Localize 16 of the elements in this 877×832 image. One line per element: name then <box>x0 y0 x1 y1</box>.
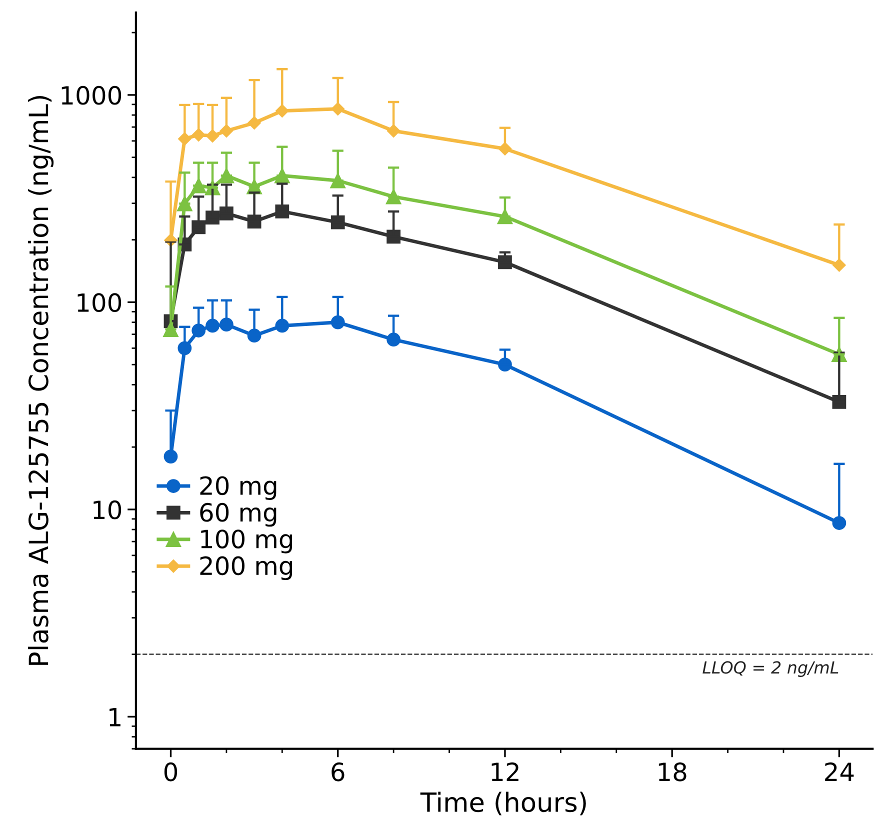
y-axis-title: Plasma ALG-125755 Concentration (ng/mL) <box>28 96 54 665</box>
legend-label: 60 mg <box>200 502 276 527</box>
x-tick-label: 12 <box>492 762 518 781</box>
ref-line-label: LLOQ = 2 ng/mL <box>702 661 838 677</box>
y-tick-label: 100 <box>78 293 122 312</box>
x-tick-label: 24 <box>825 762 854 781</box>
x-tick-label: 18 <box>658 762 686 782</box>
legend-label: 200 mg <box>200 556 292 580</box>
y-tick-label: 10 <box>94 500 122 520</box>
x-tick-label: 0 <box>164 762 178 782</box>
x-tick-label: 6 <box>332 762 344 782</box>
legend-label: 100 mg <box>201 530 292 554</box>
y-tick-label: 1 <box>110 708 120 726</box>
y-tick-label: 1000 <box>62 86 122 105</box>
x-axis-title: Time (hours) <box>420 792 586 816</box>
legend-label: 20 mg <box>200 476 276 500</box>
